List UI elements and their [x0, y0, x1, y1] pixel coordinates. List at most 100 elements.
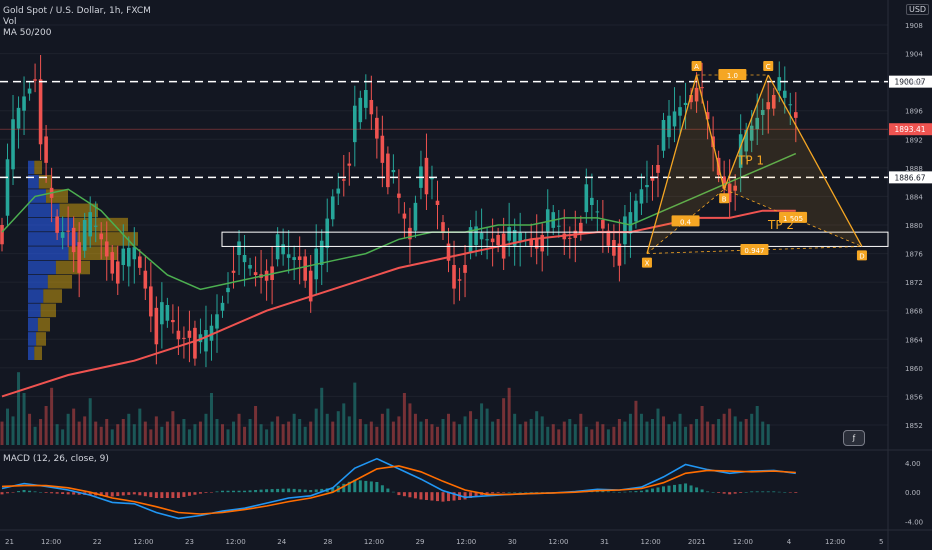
last-price-tag	[889, 123, 932, 136]
volume-bar	[50, 387, 54, 445]
macd-histogram-bar	[617, 492, 621, 493]
candle-body	[171, 320, 175, 323]
ma-indicator-label[interactable]: MA 50/200	[3, 28, 52, 38]
volume-bar	[44, 406, 48, 445]
volume-bar	[358, 419, 362, 445]
volume-bar	[116, 424, 120, 445]
time-axis-tick: 28	[323, 538, 332, 546]
macd-indicator-label[interactable]: MACD (12, 26, close, 9)	[3, 454, 109, 464]
candle-body	[556, 225, 561, 227]
price-axis-tick: 1904	[905, 51, 923, 59]
volume-bar	[193, 424, 197, 445]
volume-bar	[579, 413, 583, 445]
candle-body	[66, 230, 70, 232]
volume-bar	[584, 426, 588, 445]
macd-histogram-bar	[154, 492, 158, 498]
macd-histogram-bar	[204, 492, 208, 493]
volume-profile-bar-down	[38, 175, 52, 189]
candle-body	[397, 193, 401, 198]
macd-histogram-bar	[127, 492, 131, 495]
candle-body	[766, 102, 771, 110]
time-axis-tick: 12:00	[456, 538, 476, 546]
candle-body	[771, 95, 776, 109]
candle-body	[645, 185, 649, 188]
macd-histogram-bar	[28, 490, 32, 493]
volume-bar	[287, 421, 291, 445]
volume-bar	[347, 416, 351, 445]
macd-histogram-bar	[452, 492, 456, 501]
volume-bar	[243, 426, 247, 445]
macd-histogram-bar	[132, 492, 136, 495]
price-level-tag	[889, 75, 932, 88]
macd-histogram-bar	[380, 485, 384, 493]
macd-histogram-bar	[6, 492, 10, 494]
volume-bar	[215, 419, 219, 445]
macd-histogram-bar	[88, 492, 92, 496]
volume-bar	[391, 421, 395, 445]
macd-histogram-bar	[772, 491, 776, 493]
volume-bar	[88, 398, 92, 445]
macd-histogram-bar	[513, 492, 517, 493]
volume-bar	[551, 424, 555, 445]
volume-bar	[733, 416, 737, 445]
macd-histogram-bar	[39, 492, 43, 493]
price-axis-tick: 1900	[905, 79, 923, 87]
volume-bar	[171, 411, 175, 445]
macd-histogram-bar	[176, 492, 180, 498]
candle-body	[60, 232, 65, 238]
macd-histogram-bar	[50, 492, 54, 494]
macd-histogram-bar	[689, 485, 693, 493]
candle-body	[11, 119, 15, 170]
macd-histogram-bar	[209, 492, 213, 493]
pattern-ratio-label: 0.947	[744, 247, 764, 255]
candle-body	[601, 220, 605, 229]
volume-bar	[232, 421, 236, 445]
pattern-point-marker-A	[691, 61, 702, 71]
volume-bar	[639, 413, 643, 445]
time-axis-tick: 12:00	[225, 538, 245, 546]
currency-badge[interactable]: USD	[906, 4, 930, 15]
volume-bar	[204, 413, 208, 445]
macd-histogram-bar	[232, 490, 236, 493]
volume-bar	[761, 421, 765, 445]
macd-histogram-bar	[347, 481, 351, 493]
macd-histogram-bar	[248, 490, 252, 493]
volume-bar	[265, 429, 269, 445]
macd-histogram-bar	[143, 492, 147, 497]
pattern-ratio-label: 0.4	[680, 218, 692, 226]
macd-histogram-bar	[320, 488, 324, 493]
volume-bar	[353, 382, 357, 445]
volume-indicator-label[interactable]: Vol	[3, 17, 17, 27]
macd-histogram-bar	[265, 489, 269, 493]
candle-body	[110, 252, 115, 274]
candle-body	[297, 256, 302, 260]
ma50-line	[1, 152, 797, 291]
time-axis-tick: 12:00	[364, 538, 384, 546]
macd-histogram-bar	[110, 492, 114, 497]
volume-bar	[673, 421, 677, 445]
macd-histogram-bar	[72, 492, 76, 495]
macd-histogram-bar	[397, 492, 401, 496]
candle-body	[182, 337, 186, 339]
pattern-ratio-label: 1.0	[727, 72, 738, 80]
symbol-title[interactable]: Gold Spot / U.S. Dollar, 1h, FXCM	[3, 6, 151, 16]
volume-bar	[254, 406, 258, 445]
volume-bar	[320, 387, 324, 445]
candle-body	[413, 202, 418, 231]
macd-histogram-bar	[314, 489, 318, 493]
volume-bar	[650, 419, 654, 445]
volume-bar	[336, 411, 340, 445]
macd-histogram-bar	[187, 492, 191, 496]
candle-body	[38, 79, 43, 145]
macd-histogram-bar	[160, 492, 164, 498]
target-label: TP 1	[737, 154, 764, 168]
volume-bar	[623, 421, 627, 445]
candle-body	[512, 230, 517, 246]
macd-histogram-bar	[639, 490, 643, 493]
macd-histogram-bar	[281, 488, 285, 493]
volume-bar	[744, 419, 748, 445]
candle-body	[204, 330, 208, 352]
volume-bar	[529, 419, 533, 445]
